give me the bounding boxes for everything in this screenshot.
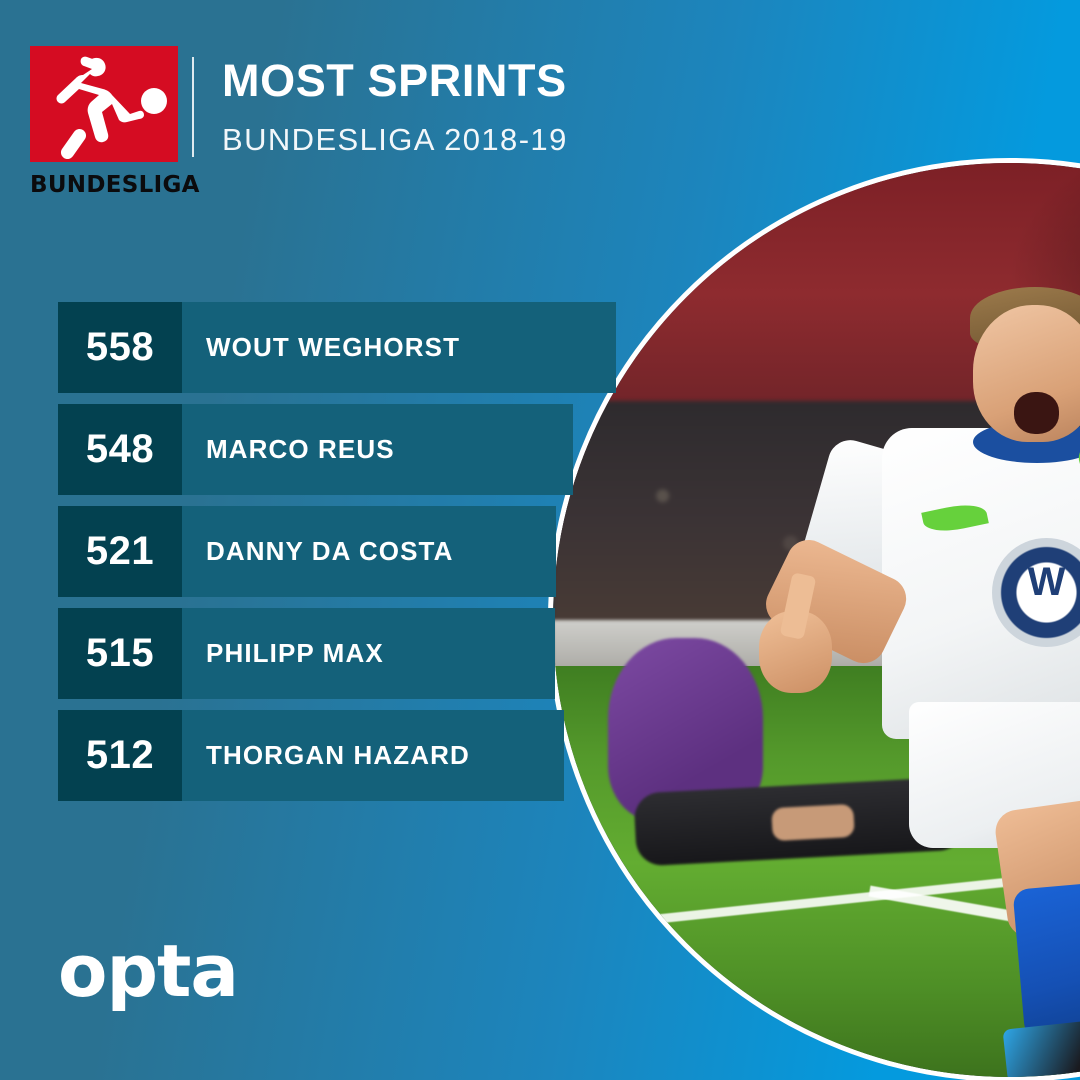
bundesliga-logo bbox=[30, 46, 178, 162]
player-celebration-photo: W W 9 bbox=[548, 158, 1080, 1080]
player-name-label: MARCO REUS bbox=[206, 434, 395, 464]
page-title: MOST SPRINTS bbox=[222, 55, 567, 106]
player-name-label: PHILIPP MAX bbox=[206, 638, 384, 668]
player-name-label: DANNY DA COSTA bbox=[206, 536, 454, 566]
table-row: 548 MARCO REUS bbox=[58, 404, 573, 495]
bar-value-label: 558 bbox=[85, 325, 155, 369]
player-name-label: WOUT WEGHORST bbox=[206, 332, 461, 362]
player-name-label: THORGAN HAZARD bbox=[206, 740, 470, 770]
bundesliga-wordmark: BUNDESLIGA bbox=[30, 172, 200, 198]
header: BUNDESLIGA MOST SPRINTS BUNDESLIGA 2018-… bbox=[0, 0, 1080, 215]
table-row: 558 WOUT WEGHORST bbox=[58, 302, 616, 393]
bar-value-block: 548 bbox=[58, 404, 182, 495]
page-subtitle: BUNDESLIGA 2018-19 bbox=[222, 122, 568, 157]
header-divider bbox=[192, 57, 194, 157]
player-mouth bbox=[1013, 391, 1060, 434]
volkswagen-logo-letter: W bbox=[1027, 559, 1066, 604]
bar-value-block: 515 bbox=[58, 608, 182, 699]
bar-value-block: 521 bbox=[58, 506, 182, 597]
table-row: 512 THORGAN HAZARD bbox=[58, 710, 564, 801]
bundesliga-player-icon bbox=[56, 56, 167, 160]
bar-value-label: 512 bbox=[85, 733, 155, 777]
bar-value-block: 558 bbox=[58, 302, 182, 393]
bar-value-label: 521 bbox=[85, 529, 155, 573]
bar-value-block: 512 bbox=[58, 710, 182, 801]
opta-logo: opta bbox=[58, 929, 239, 1013]
volkswagen-logo bbox=[991, 537, 1080, 648]
table-row: 521 DANNY DA COSTA bbox=[58, 506, 556, 597]
bar-value-label: 548 bbox=[85, 427, 155, 471]
table-row: 515 PHILIPP MAX bbox=[58, 608, 555, 699]
bar-value-label: 515 bbox=[85, 631, 155, 675]
